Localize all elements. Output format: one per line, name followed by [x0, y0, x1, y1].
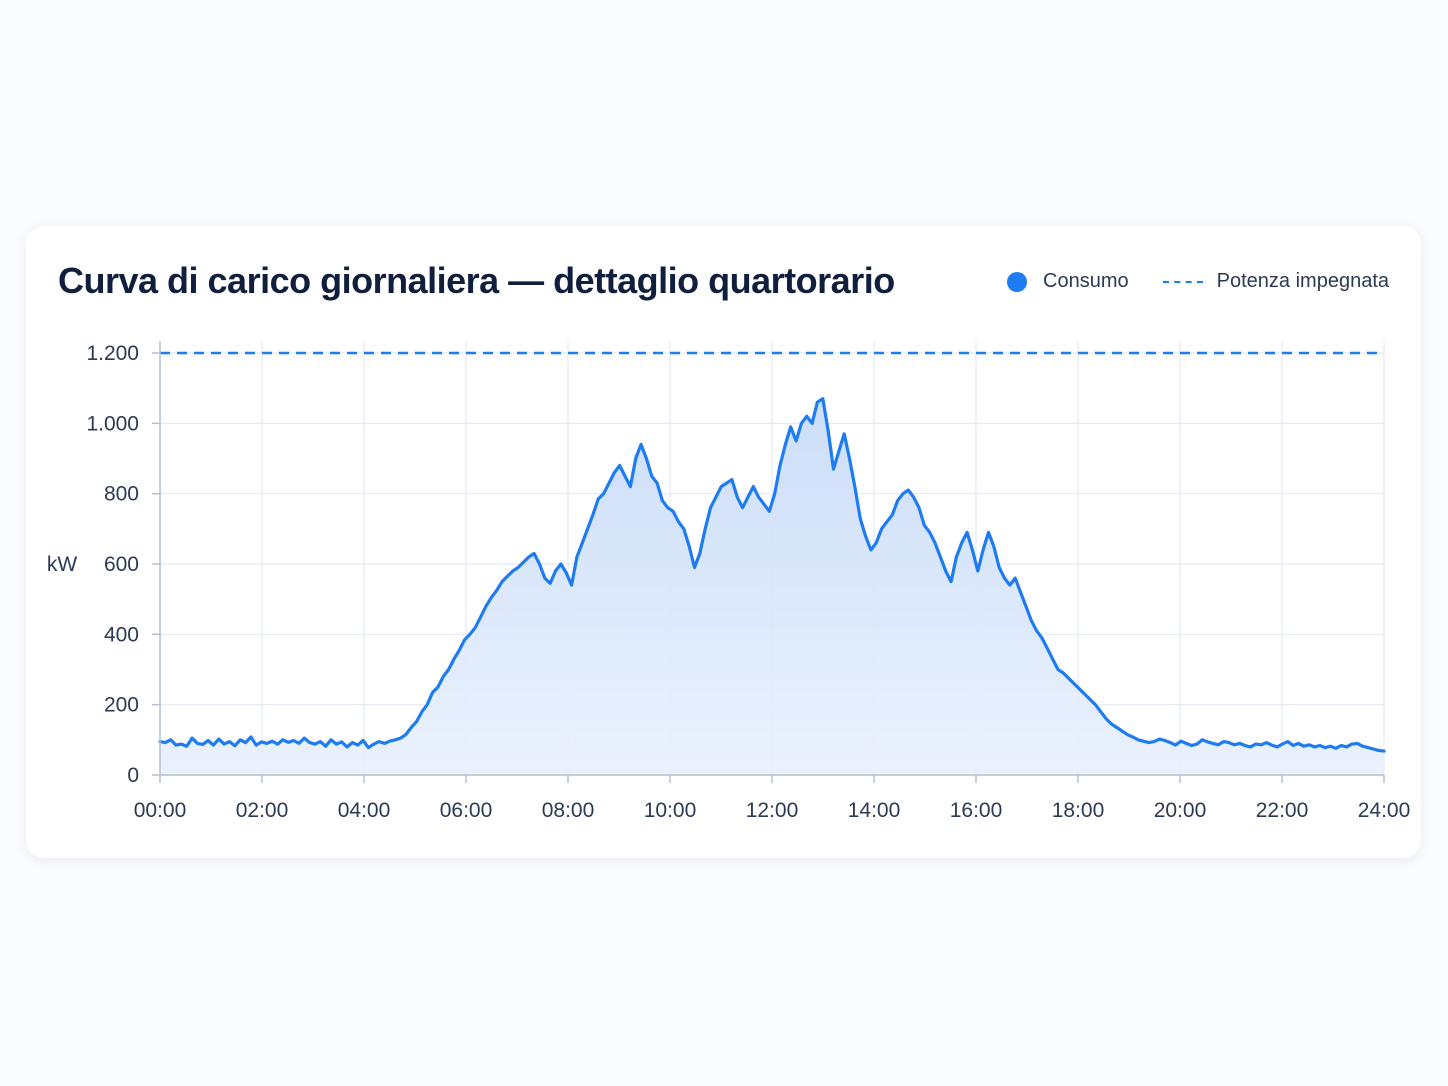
- x-tick-label: 04:00: [338, 799, 391, 822]
- consumo-area: [160, 398, 1384, 775]
- legend-potenza-label: Potenza impegnata: [1216, 270, 1389, 292]
- x-tick-label: 02:00: [236, 799, 289, 822]
- x-tick-label: 22:00: [1256, 799, 1309, 822]
- x-tick-label: 06:00: [440, 799, 493, 822]
- x-tick-label: 00:00: [134, 799, 187, 822]
- y-tick-label: 600: [104, 553, 139, 576]
- legend-consumo-marker: [1007, 271, 1028, 292]
- legend-item-potenza[interactable]: Potenza impegnata: [1162, 270, 1389, 293]
- y-tick-label: 200: [104, 694, 139, 717]
- x-tick-label: 14:00: [848, 799, 901, 822]
- chart-title: Curva di carico giornaliera — dettaglio …: [58, 260, 895, 301]
- x-tick-label: 16:00: [950, 799, 1003, 822]
- y-tick-label: 1.000: [86, 412, 139, 435]
- x-tick-label: 20:00: [1154, 799, 1207, 822]
- x-tick-label: 08:00: [542, 799, 595, 822]
- y-tick-label: 1.200: [86, 342, 139, 365]
- y-axis-label: kW: [47, 553, 78, 576]
- legend-item-consumo[interactable]: Consumo: [1007, 270, 1129, 293]
- chart-legend: Consumo Potenza impegnata: [973, 270, 1389, 293]
- x-tick-label: 18:00: [1052, 799, 1105, 822]
- consumo-line: [158, 397, 1386, 753]
- y-tick-label: 400: [104, 623, 139, 646]
- x-tick-label: 12:00: [746, 799, 799, 822]
- legend-consumo-label: Consumo: [1043, 270, 1129, 292]
- y-tick-label: 800: [104, 483, 139, 506]
- x-tick-label: 24:00: [1358, 799, 1411, 822]
- legend-potenza-marker: [1162, 280, 1203, 283]
- y-tick-label: 0: [127, 764, 139, 787]
- x-tick-label: 10:00: [644, 799, 697, 822]
